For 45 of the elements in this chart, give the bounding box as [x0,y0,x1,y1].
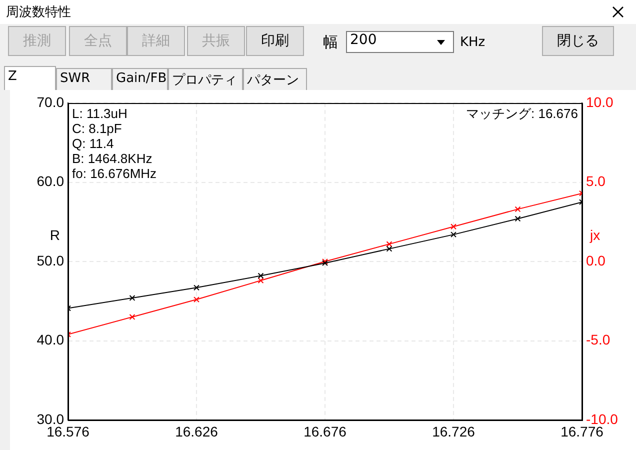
text: 印刷 [246,26,304,56]
y2-tick-label: 10.0 [586,94,614,110]
text: Gain/FB [112,68,168,90]
point [194,296,200,303]
text: SWR [56,68,112,90]
text: 推測 [8,26,66,56]
point [258,278,264,284]
x-tick-label: 16.626 [175,423,218,440]
point [129,294,136,301]
y-tick-label: 60.0 [36,173,64,190]
text: Z [4,66,56,90]
text: 全点 [69,26,127,56]
y-tick-label: 40.0 [36,332,64,348]
y-axis-title: R [50,227,60,243]
point [514,206,521,212]
point [258,272,264,279]
point [386,246,392,252]
annotation: C: 8.1pF [72,121,122,136]
y2-tick-label: -5.0 [586,332,610,348]
text: プロパティ [168,68,243,90]
annotation: B: 1464.8KHz [72,151,152,166]
x-tick-label: 16.676 [304,423,347,440]
text: 200 [346,31,454,53]
annotation: L: 11.3uH [72,106,128,122]
y2-axis-title: jx [589,227,600,243]
text: 詳細 [127,26,185,56]
y-tick-label: 50.0 [36,252,64,268]
text: KHz [460,35,486,50]
point [450,232,456,238]
text: パターン [243,68,307,90]
annotation: fo: 16.676MHz [72,166,157,182]
y2-tick-label: 5.0 [586,173,606,190]
point [129,314,136,320]
text: 共振 [187,26,245,56]
point [514,216,521,222]
point [194,284,200,291]
text: 閉じる [542,26,614,56]
y-tick-label: 70.0 [36,94,64,110]
annotation: マッチング: 16.676 [466,106,578,122]
annotation: Q: 11.4 [72,136,114,152]
x-tick-label: 16.726 [432,423,476,440]
y2-tick-label: 0.0 [586,252,606,268]
chart-title: 周波数特性 [6,4,71,21]
point [450,224,456,230]
text: 幅 [323,33,338,52]
